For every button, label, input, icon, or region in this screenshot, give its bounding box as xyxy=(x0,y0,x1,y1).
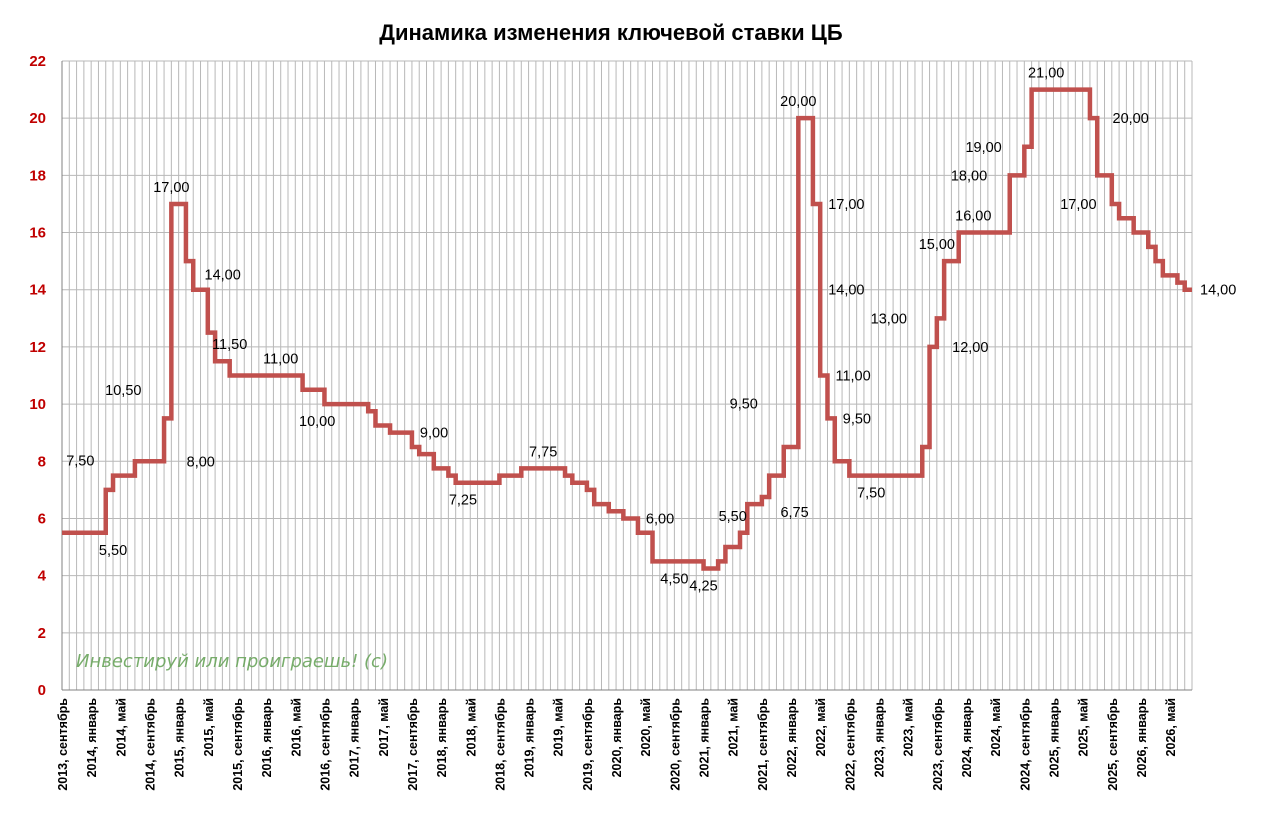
data-label: 20,00 xyxy=(1113,111,1149,127)
y-tick-label: 2 xyxy=(38,625,46,642)
x-tick-label: 2018, сентябрь xyxy=(493,698,507,791)
data-label: 11,00 xyxy=(263,352,298,368)
y-tick-label: 12 xyxy=(29,339,46,356)
y-tick-label: 0 xyxy=(38,682,46,699)
data-label: 7,75 xyxy=(529,444,557,460)
data-label: 14,00 xyxy=(1200,283,1236,299)
x-tick-label: 2026, май xyxy=(1164,698,1178,756)
x-tick-label: 2017, январь xyxy=(348,698,362,778)
data-label: 10,00 xyxy=(299,414,335,430)
data-label: 21,00 xyxy=(1028,66,1064,82)
data-label: 14,00 xyxy=(828,283,864,299)
x-tick-label: 2021, январь xyxy=(698,698,712,778)
x-tick-label: 2014, сентябрь xyxy=(143,698,157,791)
data-label: 9,50 xyxy=(730,396,758,412)
x-tick-label: 2021, май xyxy=(727,698,741,756)
data-label: 17,00 xyxy=(1060,197,1096,213)
x-tick-label: 2014, январь xyxy=(85,698,99,778)
x-tick-label: 2018, январь xyxy=(435,698,449,778)
data-label: 5,50 xyxy=(99,543,127,559)
y-tick-label: 22 xyxy=(29,53,46,70)
y-tick-label: 8 xyxy=(38,453,46,470)
x-tick-label: 2025, май xyxy=(1077,698,1091,756)
data-label: 9,50 xyxy=(843,411,871,427)
data-label: 20,00 xyxy=(780,94,816,110)
x-tick-label: 2019, сентябрь xyxy=(581,698,595,791)
data-label: 17,00 xyxy=(828,197,864,213)
data-label: 7,50 xyxy=(857,486,885,502)
x-tick-label: 2023, сентябрь xyxy=(931,698,945,791)
x-tick-label: 2015, сентябрь xyxy=(231,698,245,791)
x-tick-label: 2020, январь xyxy=(610,698,624,778)
x-tick-label: 2015, январь xyxy=(173,698,187,778)
data-label: 4,25 xyxy=(689,578,717,594)
x-tick-label: 2017, май xyxy=(377,698,391,756)
watermark-text: Инвестируй или проиграешь! (с) xyxy=(76,651,388,672)
x-tick-label: 2024, май xyxy=(989,698,1003,756)
data-label: 4,50 xyxy=(660,571,688,587)
x-tick-label: 2023, январь xyxy=(873,698,887,778)
data-label: 10,50 xyxy=(105,383,141,399)
chart-title: Динамика изменения ключевой ставки ЦБ xyxy=(379,20,843,45)
data-label: 5,50 xyxy=(719,509,747,525)
data-label: 19,00 xyxy=(965,140,1001,156)
x-tick-label: 2022, январь xyxy=(785,698,799,778)
x-tick-label: 2024, сентябрь xyxy=(1018,698,1032,791)
x-tick-label: 2024, январь xyxy=(960,698,974,778)
y-tick-label: 20 xyxy=(29,110,46,127)
y-tick-label: 14 xyxy=(29,282,46,299)
x-tick-label: 2016, январь xyxy=(260,698,274,778)
data-label: 9,00 xyxy=(420,426,448,442)
x-tick-label: 2018, май xyxy=(464,698,478,756)
x-tick-label: 2022, май xyxy=(814,698,828,756)
y-tick-label: 10 xyxy=(29,396,46,413)
x-tick-label: 2020, сентябрь xyxy=(668,698,682,791)
data-label: 12,00 xyxy=(952,340,988,356)
y-tick-label: 18 xyxy=(29,167,46,184)
data-label: 7,50 xyxy=(66,454,94,470)
data-label: 16,00 xyxy=(955,209,991,225)
data-label: 6,00 xyxy=(646,511,674,527)
x-tick-label: 2025, январь xyxy=(1047,698,1061,778)
x-tick-label: 2023, май xyxy=(902,698,916,756)
axis-layer: 0 2 4 6 8 10 12 14 16 18 20 22 2013, сентябрь 2014, я… xyxy=(29,53,1192,791)
x-tick-label: 2016, май xyxy=(289,698,303,756)
x-tick-label: 2014, май xyxy=(114,698,128,756)
data-label: 6,75 xyxy=(780,505,808,521)
y-tick-label: 6 xyxy=(38,510,46,527)
x-tick-label: 2013, сентябрь xyxy=(56,698,70,791)
data-label: 18,00 xyxy=(951,168,987,184)
data-label: 17,00 xyxy=(153,180,189,196)
data-label: 8,00 xyxy=(187,454,215,470)
label-layer: 7,50 5,50 10,50 8,00 17,00 14,00 11,50 11,00 10,… xyxy=(66,66,1236,595)
x-tick-label: 2021, сентябрь xyxy=(756,698,770,791)
data-label: 11,50 xyxy=(212,337,247,353)
data-label: 14,00 xyxy=(205,268,241,284)
y-tick-label: 16 xyxy=(29,225,46,242)
x-tick-label: 2020, май xyxy=(639,698,653,756)
series-layer xyxy=(62,87,1192,571)
x-tick-label: 2015, май xyxy=(202,698,216,756)
y-tick-label: 4 xyxy=(38,568,47,585)
data-label: 13,00 xyxy=(871,311,907,327)
x-tick-label: 2017, сентябрь xyxy=(406,698,420,791)
x-tick-label: 2022, сентябрь xyxy=(843,698,857,791)
x-tick-label: 2019, май xyxy=(552,698,566,756)
x-tick-label: 2016, сентябрь xyxy=(318,698,332,791)
data-label: 11,00 xyxy=(835,369,870,385)
x-tick-label: 2025, сентябрь xyxy=(1106,698,1120,791)
series-line xyxy=(62,87,1192,571)
data-label: 15,00 xyxy=(919,237,955,253)
x-tick-label: 2026, январь xyxy=(1135,698,1149,778)
x-tick-label: 2019, январь xyxy=(523,698,537,778)
data-label: 7,25 xyxy=(449,493,477,509)
